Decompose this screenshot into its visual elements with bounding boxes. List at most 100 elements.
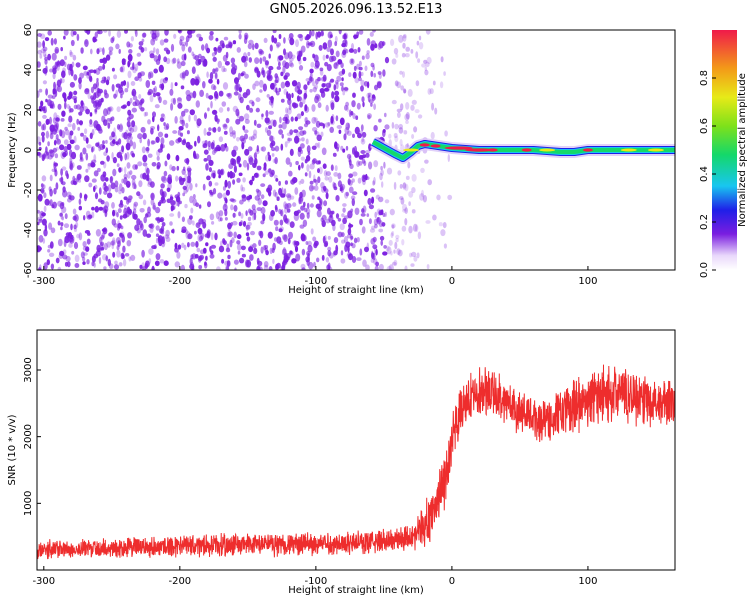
spectrogram-noise-blob xyxy=(418,35,422,41)
spectrogram-noise-blob xyxy=(95,250,101,257)
spectrogram-noise-blob xyxy=(360,213,366,217)
spectrogram-noise-blob xyxy=(241,71,246,76)
spectrogram-noise-blob xyxy=(212,140,216,148)
spectrogram-noise-blob xyxy=(132,95,138,101)
spectrogram-noise-blob xyxy=(179,115,184,122)
spectrogram-noise-blob xyxy=(72,122,76,131)
spectrogram-noise-blob xyxy=(278,129,283,135)
spectrogram-noise-blob xyxy=(74,263,80,268)
spectrogram-noise-blob xyxy=(222,82,229,90)
spectrogram-noise-blob xyxy=(96,30,101,35)
spectrogram-noise-blob xyxy=(415,224,419,233)
spectrogram-noise-blob xyxy=(233,231,237,239)
spectrogram-noise-blob xyxy=(339,117,345,126)
spectrogram-noise-blob xyxy=(165,123,170,130)
spectrogram-noise-blob xyxy=(405,175,410,180)
spectrogram-noise-blob xyxy=(424,69,429,76)
spectrogram-noise-blob xyxy=(131,178,136,186)
spectrogram-noise-blob xyxy=(148,223,153,229)
spectrogram-noise-blob xyxy=(401,225,407,232)
spectrogram-noise-blob xyxy=(49,241,54,249)
spectrogram-noise-blob xyxy=(391,261,397,266)
spectrogram-noise-blob xyxy=(337,172,342,180)
spectrogram-noise-blob xyxy=(45,88,48,96)
spectrogram-noise-blob xyxy=(177,137,182,143)
spectrogram-noise-blob xyxy=(85,246,90,252)
spectrogram-noise-blob xyxy=(122,80,127,86)
spectrogram-x-tick-label: -100 xyxy=(305,276,328,287)
spectrogram-noise-blob xyxy=(241,186,246,192)
spectrogram-noise-blob xyxy=(187,242,190,248)
spectrogram-noise-blob xyxy=(95,67,101,76)
spectrogram-noise-blob xyxy=(416,252,420,259)
spectrogram-noise-blob xyxy=(312,86,317,93)
spectrogram-noise-blob xyxy=(104,177,109,182)
spectrogram-noise-blob xyxy=(280,143,284,151)
spectrogram-noise-blob xyxy=(283,214,288,223)
spectrogram-noise-blob xyxy=(166,49,171,55)
spectrogram-noise-blob xyxy=(260,206,266,215)
spectrogram-noise-blob xyxy=(117,240,121,248)
spectrogram-noise-blob xyxy=(86,259,90,265)
spectrogram-noise-blob xyxy=(47,244,52,249)
spectrogram-noise-blob xyxy=(440,56,444,63)
spectrogram-noise-blob xyxy=(308,170,312,179)
spectrogram-noise-blob xyxy=(342,91,346,96)
spectrogram-noise-blob xyxy=(256,165,262,171)
spectrogram-noise-blob xyxy=(282,65,286,74)
spectrogram-noise-blob xyxy=(76,173,82,181)
spectrogram-noise-blob xyxy=(143,216,147,224)
spectrogram-noise-blob xyxy=(40,100,44,107)
spectrogram-noise-blob xyxy=(334,41,338,47)
spectrogram-noise-blob xyxy=(278,187,283,196)
spectrogram-noise-blob xyxy=(341,77,344,82)
spectrogram-noise-blob xyxy=(403,130,408,135)
spectrogram-noise-blob xyxy=(156,216,161,224)
spectrogram-noise-blob xyxy=(60,226,63,231)
spectrogram-noise-blob xyxy=(231,237,235,244)
spectrogram-noise-blob xyxy=(223,68,227,72)
spectrogram-noise-blob xyxy=(341,42,347,48)
spectrogram-noise-blob xyxy=(194,140,197,147)
spectrogram-noise-blob xyxy=(172,57,177,64)
spectrogram-noise-blob xyxy=(395,53,399,58)
spectrogram-noise-blob xyxy=(190,241,196,247)
spectrogram-noise-blob xyxy=(112,134,117,141)
spectrogram-noise-blob xyxy=(307,81,310,86)
spectrogram-noise-blob xyxy=(109,117,113,125)
spectrogram-noise-blob xyxy=(350,59,354,64)
spectrogram-noise-blob xyxy=(227,222,232,230)
spectrogram-noise-blob xyxy=(422,195,427,203)
spectrogram-noise-blob xyxy=(91,128,95,136)
spectrogram-noise-blob xyxy=(42,40,45,49)
spectrogram-noise-blob xyxy=(276,262,281,269)
spectrogram-noise-blob xyxy=(76,165,82,170)
snr-x-axis-title: Height of straight line (km) xyxy=(288,585,424,596)
spectrogram-noise-blob xyxy=(362,101,365,108)
spectrogram-noise-blob xyxy=(103,242,108,251)
spectrogram-noise-blob xyxy=(37,41,42,48)
snr-y-tick-label: 1000 xyxy=(23,491,34,516)
spectrogram-noise-blob xyxy=(306,212,310,219)
spectrogram-noise-blob xyxy=(366,50,370,55)
spectrogram-noise-blob xyxy=(275,90,280,96)
spectrogram-noise-blob xyxy=(322,83,327,87)
spectrogram-noise-blob xyxy=(397,170,402,176)
spectrogram-noise-blob xyxy=(382,251,388,256)
spectrogram-noise-blob xyxy=(338,129,342,134)
spectrogram-noise-blob xyxy=(283,37,286,44)
spectrogram-noise-blob xyxy=(42,153,46,160)
spectrogram-noise-blob xyxy=(241,253,246,258)
spectrogram-noise-blob xyxy=(159,199,164,204)
spectrogram-noise-blob xyxy=(126,120,131,128)
spectrogram-noise-blob xyxy=(304,172,308,177)
spectrogram-noise-blob xyxy=(51,95,56,99)
spectrogram-noise-blob xyxy=(340,145,344,151)
spectrogram-noise-blob xyxy=(351,198,355,207)
spectrogram-noise-blob xyxy=(195,76,201,84)
spectrogram-noise-blob xyxy=(260,194,265,200)
spectrogram-noise-blob xyxy=(342,217,347,225)
spectrogram-noise-blob xyxy=(190,78,196,86)
spectrogram-noise-blob xyxy=(164,30,169,36)
spectrogram-noise-blob xyxy=(320,182,325,189)
